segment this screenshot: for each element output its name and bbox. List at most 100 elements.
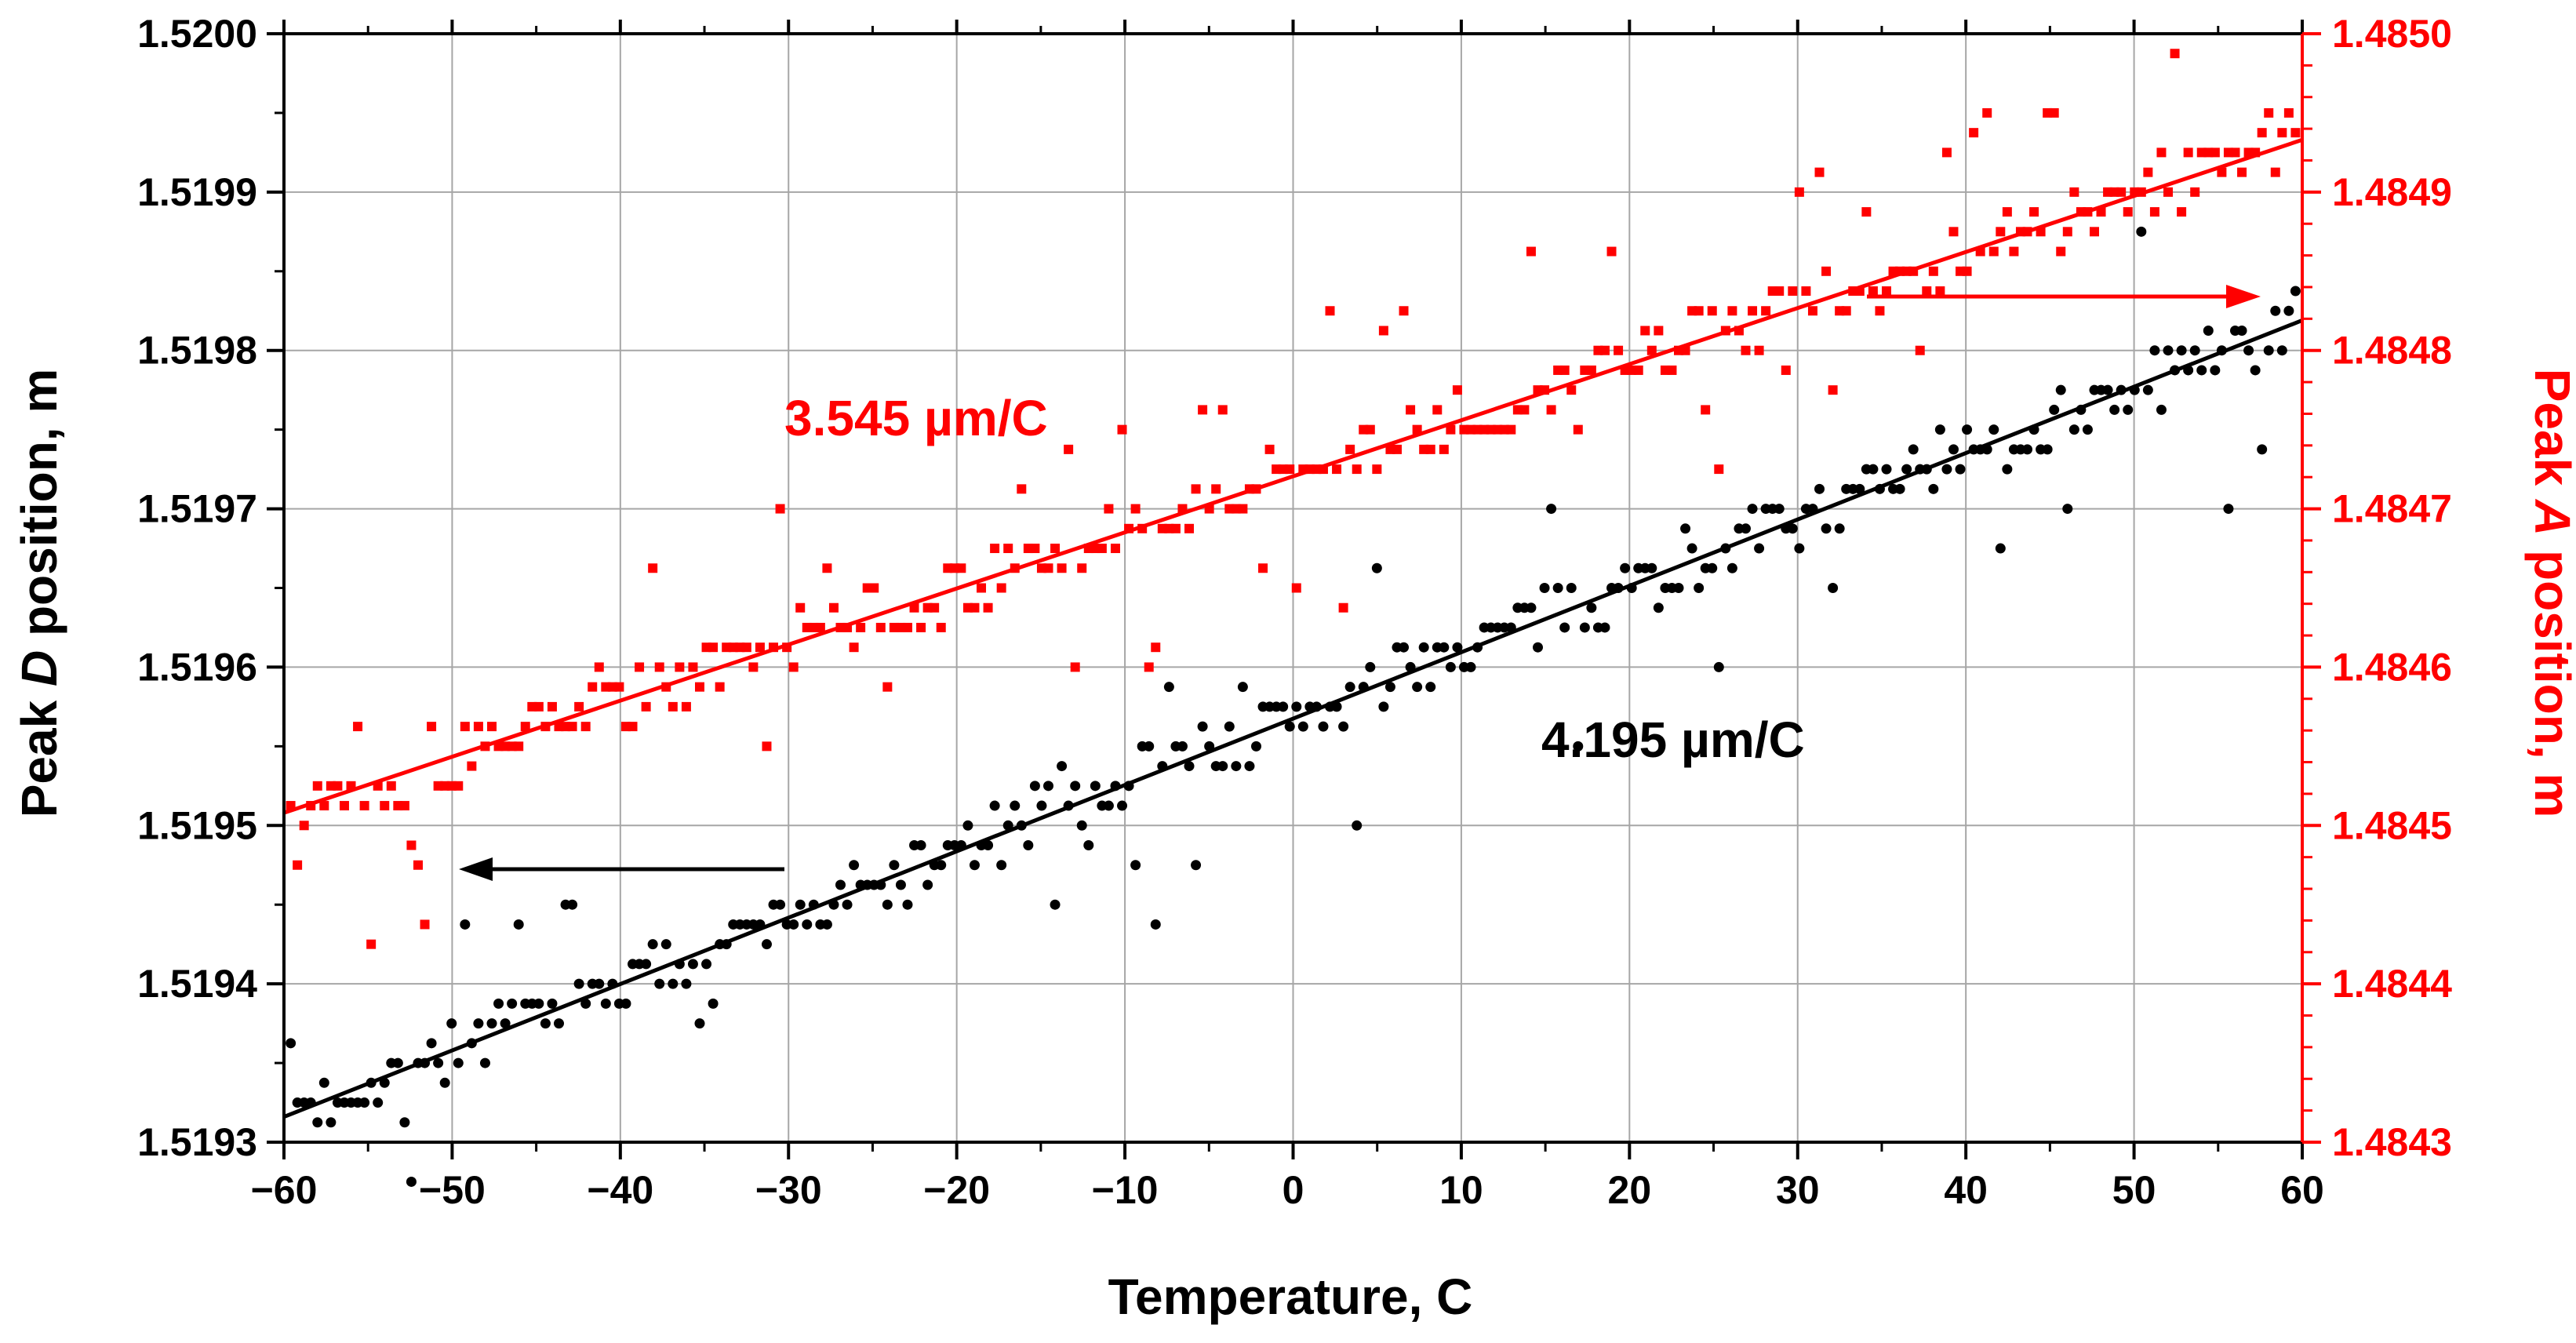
red-data-point xyxy=(1452,385,1462,395)
y-left-tick-label: 1.5195 xyxy=(137,803,257,847)
data-points xyxy=(286,49,2301,1187)
black-data-point xyxy=(326,1117,337,1128)
right-axis-title: Peak A position, m xyxy=(2524,369,2576,818)
red-data-point xyxy=(1352,464,1362,475)
red-data-point xyxy=(1211,484,1221,494)
black-data-point xyxy=(1774,504,1785,515)
black-data-point xyxy=(795,899,806,910)
black-data-point xyxy=(1144,741,1155,752)
red-data-point xyxy=(286,801,296,811)
black-data-point xyxy=(1995,543,2006,554)
red-data-point xyxy=(312,781,322,791)
red-data-point xyxy=(1217,405,1228,415)
black-data-point xyxy=(2049,404,2060,415)
red-data-point xyxy=(1781,365,1791,375)
black-data-point xyxy=(1076,820,1087,831)
red-data-point xyxy=(420,919,430,930)
black-data-point xyxy=(1244,761,1255,772)
red-data-point xyxy=(641,701,651,712)
red-data-point xyxy=(453,781,464,791)
y-left-tick-label: 1.5199 xyxy=(137,170,257,214)
red-data-point xyxy=(2089,227,2099,237)
black-data-point xyxy=(1197,721,1208,732)
red-data-point xyxy=(2163,187,2174,197)
black-data-point xyxy=(2189,345,2200,356)
red-data-point xyxy=(1701,405,1711,415)
black-data-point xyxy=(359,1097,370,1108)
black-data-point xyxy=(305,1097,316,1108)
red-data-point xyxy=(480,741,490,752)
black-data-point xyxy=(1338,721,1349,732)
black-data-point xyxy=(1787,523,1798,534)
red-data-point xyxy=(359,801,369,811)
black-data-point xyxy=(2283,305,2294,316)
black-data-point xyxy=(1452,642,1463,653)
black-data-point xyxy=(2170,365,2181,376)
black-data-point xyxy=(1029,781,1040,792)
black-data-point xyxy=(453,1057,464,1068)
red-data-point xyxy=(782,642,792,653)
red-data-point xyxy=(1908,266,1919,276)
y-right-tick-label: 1.4846 xyxy=(2332,645,2452,689)
red-data-point xyxy=(1170,523,1181,533)
red-data-point xyxy=(1399,306,1409,316)
black-data-point xyxy=(1962,424,1973,435)
black-data-point xyxy=(2082,424,2093,435)
red-data-point xyxy=(1748,306,1758,316)
red-data-point xyxy=(1614,345,1624,355)
red-data-point xyxy=(1599,345,1610,355)
black-data-point xyxy=(989,800,1000,811)
red-data-point xyxy=(902,622,912,632)
red-data-point xyxy=(1996,227,2006,237)
black-data-point xyxy=(2002,464,2013,475)
y-left-tick-label: 1.5200 xyxy=(137,12,257,56)
black-data-point xyxy=(835,879,846,890)
tick-labels: −60 −50 −40 −30 −20 −10 0 10 20 30 40 50 60 1.5193 1.5… xyxy=(137,12,2452,1212)
black-data-point xyxy=(2102,384,2113,395)
black-data-point xyxy=(2062,504,2073,515)
red-data-point xyxy=(393,801,403,811)
black-data-point xyxy=(1050,899,1061,910)
black-data-point xyxy=(2136,226,2147,237)
red-data-point xyxy=(1519,405,1530,415)
red-data-point xyxy=(681,701,691,712)
red-data-point xyxy=(1761,306,1771,316)
black-data-point xyxy=(654,978,665,989)
black-data-point xyxy=(1352,820,1363,831)
red-data-point xyxy=(775,504,785,514)
black-data-point xyxy=(2223,504,2234,515)
black-data-point xyxy=(821,919,832,930)
y-right-tick-label: 1.4843 xyxy=(2332,1120,2452,1164)
red-data-point xyxy=(2217,167,2227,177)
black-data-point xyxy=(1237,682,1248,693)
red-data-point xyxy=(1117,424,1127,435)
black-data-point xyxy=(1828,583,1839,593)
black-data-point xyxy=(996,860,1007,871)
red-data-point xyxy=(1392,444,1402,454)
red-data-point xyxy=(1137,523,1148,533)
black-data-point xyxy=(2022,444,2033,455)
black-data-point xyxy=(1224,721,1235,732)
red-data-point xyxy=(1794,187,1804,197)
black-data-point xyxy=(1566,583,1577,593)
red-data-point xyxy=(1291,583,1301,593)
red-data-point xyxy=(2049,107,2059,118)
red-data-point xyxy=(588,682,598,692)
red-data-point xyxy=(1097,544,1107,554)
black-data-point xyxy=(708,998,719,1009)
red-data-point xyxy=(688,662,698,672)
red-data-point xyxy=(1425,444,1435,454)
red-data-point xyxy=(668,701,678,712)
y-left-tick-label: 1.5193 xyxy=(137,1120,257,1164)
black-data-point xyxy=(1418,642,1429,653)
black-data-point xyxy=(1123,781,1134,792)
red-data-point xyxy=(1861,207,1872,217)
black-data-point xyxy=(2076,404,2087,415)
red-data-point xyxy=(1788,286,1798,297)
black-data-point xyxy=(1599,622,1610,633)
red-data-point xyxy=(319,801,329,811)
black-data-point xyxy=(399,1117,410,1128)
red-data-point xyxy=(1841,306,1851,316)
black-data-point xyxy=(1720,543,1731,554)
red-data-point xyxy=(2170,49,2180,59)
